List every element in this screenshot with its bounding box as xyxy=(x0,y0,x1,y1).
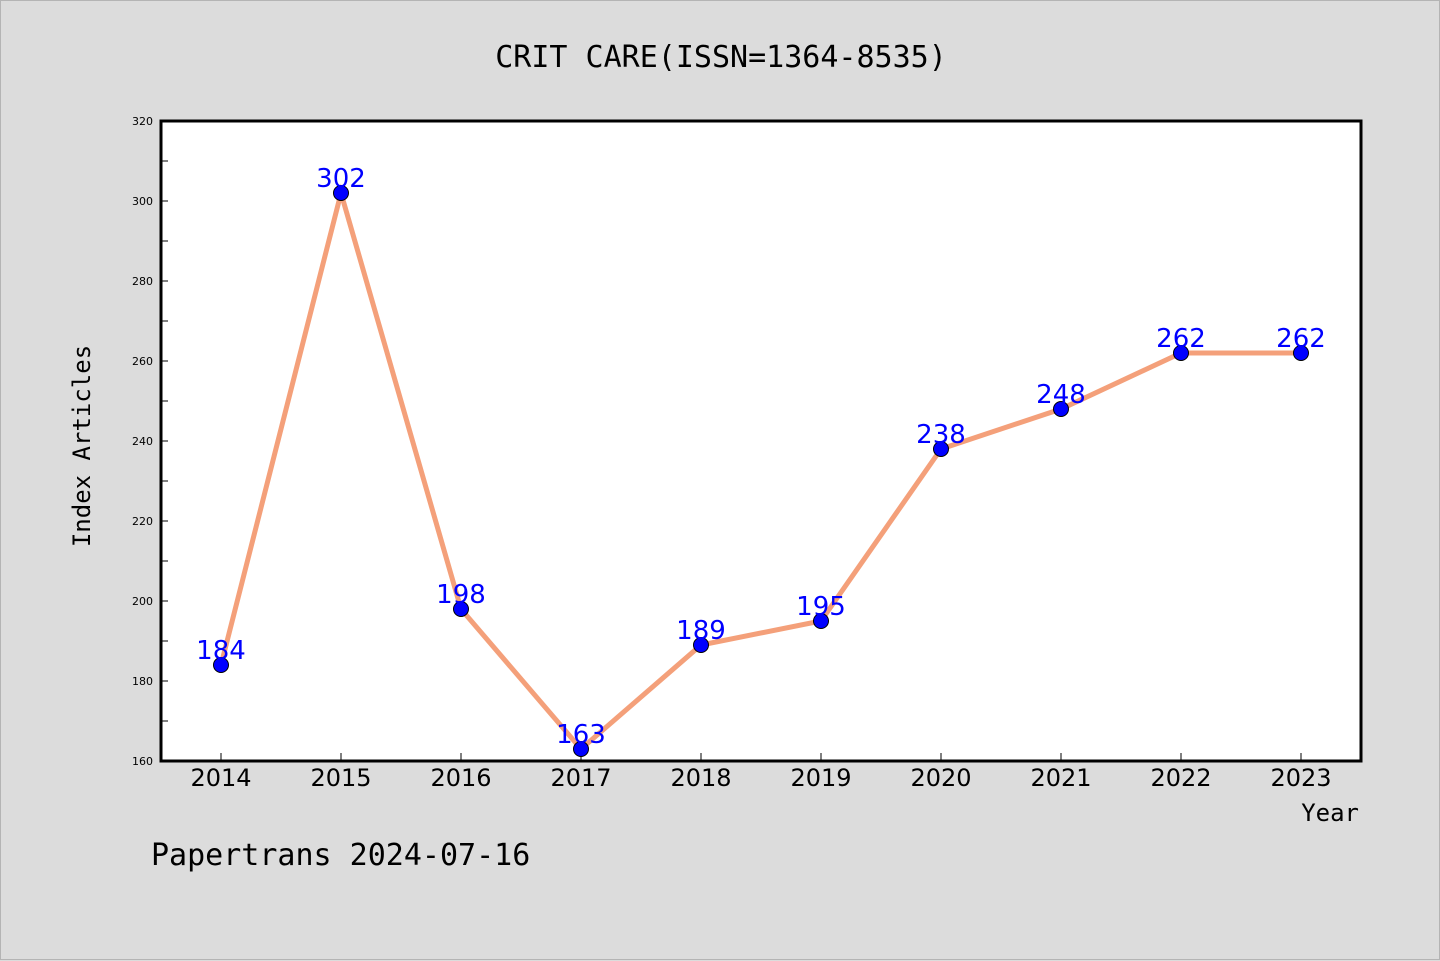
y-tick-label: 280 xyxy=(132,275,153,288)
data-label: 238 xyxy=(916,420,966,450)
y-tick-label: 180 xyxy=(132,675,153,688)
x-tick-label: 2014 xyxy=(190,764,251,792)
data-label: 184 xyxy=(196,636,246,666)
x-tick-label: 2019 xyxy=(790,764,851,792)
y-tick-label: 220 xyxy=(132,515,153,528)
y-tick-label: 240 xyxy=(132,435,153,448)
data-label: 195 xyxy=(796,592,846,622)
data-point xyxy=(213,657,229,673)
y-tick-label: 320 xyxy=(132,115,153,128)
y-tick-label: 300 xyxy=(132,195,153,208)
x-axis: 2014 2015 2016 2017 2018 2019 2020 2021 2022 2023 xyxy=(190,753,1332,792)
y-axis: 160 180 200 220 240 260 280 300 320 xyxy=(132,115,168,768)
data-label: 302 xyxy=(316,164,366,194)
x-axis-label: Year xyxy=(1301,799,1359,827)
x-tick-label: 2022 xyxy=(1150,764,1211,792)
data-label: 262 xyxy=(1276,324,1326,354)
data-point xyxy=(573,741,589,757)
x-tick-label: 2018 xyxy=(670,764,731,792)
y-tick-label: 260 xyxy=(132,355,153,368)
data-point xyxy=(693,637,709,653)
y-axis-label: Index Articles xyxy=(68,345,96,547)
data-point xyxy=(813,613,829,629)
data-label: 262 xyxy=(1156,324,1206,354)
data-label: 163 xyxy=(556,720,606,750)
x-tick-label: 2020 xyxy=(910,764,971,792)
data-point xyxy=(1053,401,1069,417)
x-tick-label: 2016 xyxy=(430,764,491,792)
y-tick-label: 160 xyxy=(132,755,153,768)
series-index-articles: 184 302 198 163 189 195 238 248 262 262 xyxy=(196,164,1326,757)
x-tick-label: 2017 xyxy=(550,764,611,792)
data-point xyxy=(1173,345,1189,361)
data-point xyxy=(1293,345,1309,361)
x-tick-label: 2023 xyxy=(1270,764,1331,792)
data-label: 189 xyxy=(676,616,726,646)
data-label: 198 xyxy=(436,580,486,610)
x-tick-label: 2021 xyxy=(1030,764,1091,792)
data-point xyxy=(333,185,349,201)
series-line xyxy=(218,183,1301,753)
x-tick-label: 2015 xyxy=(310,764,371,792)
data-label: 248 xyxy=(1036,380,1086,410)
plot-area xyxy=(159,119,1363,763)
data-point xyxy=(933,441,949,457)
chart-title: CRIT CARE(ISSN=1364-8535) xyxy=(495,40,947,75)
data-point xyxy=(453,601,469,617)
watermark: Papertrans 2024-07-16 xyxy=(151,838,530,873)
y-tick-label: 200 xyxy=(132,595,153,608)
